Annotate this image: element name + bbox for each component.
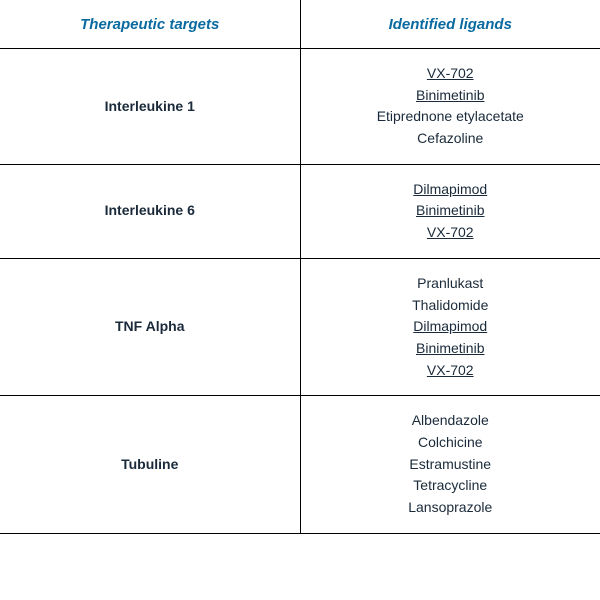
ligand-item: Estramustine (409, 454, 491, 476)
ligand-item: Etiprednone etylacetate (377, 106, 524, 128)
ligand-item: Dilmapimod (413, 316, 487, 338)
ligand-item: Albendazole (412, 410, 489, 432)
target-cell: Interleukine 6 (0, 165, 301, 258)
ligand-item: Colchicine (418, 432, 483, 454)
ligand-item: Pranlukast (417, 273, 483, 295)
table-header-row: Therapeutic targets Identified ligands (0, 0, 600, 48)
ligands-cell: VX-702BinimetinibEtiprednone etylacetate… (301, 49, 600, 164)
ligand-item: Tetracycline (413, 475, 487, 497)
ligand-item: VX-702 (427, 360, 474, 382)
ligand-item: Binimetinib (416, 85, 484, 107)
table-row: TubulineAlbendazoleColchicineEstramustin… (0, 395, 600, 533)
ligands-cell: DilmapimodBinimetinibVX-702 (301, 165, 600, 258)
ligand-item: Thalidomide (412, 295, 488, 317)
target-cell: TNF Alpha (0, 259, 301, 395)
header-therapeutic-targets: Therapeutic targets (0, 0, 301, 48)
ligand-item: Binimetinib (416, 200, 484, 222)
ligand-item: Dilmapimod (413, 179, 487, 201)
ligand-item: Cefazoline (417, 128, 483, 150)
table-row: Interleukine 6DilmapimodBinimetinibVX-70… (0, 164, 600, 258)
target-cell: Tubuline (0, 396, 301, 532)
target-cell: Interleukine 1 (0, 49, 301, 164)
ligand-item: Lansoprazole (408, 497, 492, 519)
ligands-cell: AlbendazoleColchicineEstramustineTetracy… (301, 396, 600, 532)
ligands-cell: PranlukastThalidomideDilmapimodBinimetin… (301, 259, 600, 395)
ligand-item: VX-702 (427, 222, 474, 244)
table-row: TNF AlphaPranlukastThalidomideDilmapimod… (0, 258, 600, 395)
table-row: Interleukine 1VX-702BinimetinibEtipredno… (0, 48, 600, 164)
ligand-item: VX-702 (427, 63, 474, 85)
header-identified-ligands: Identified ligands (301, 0, 600, 48)
ligand-item: Binimetinib (416, 338, 484, 360)
table-body: Interleukine 1VX-702BinimetinibEtipredno… (0, 48, 600, 534)
